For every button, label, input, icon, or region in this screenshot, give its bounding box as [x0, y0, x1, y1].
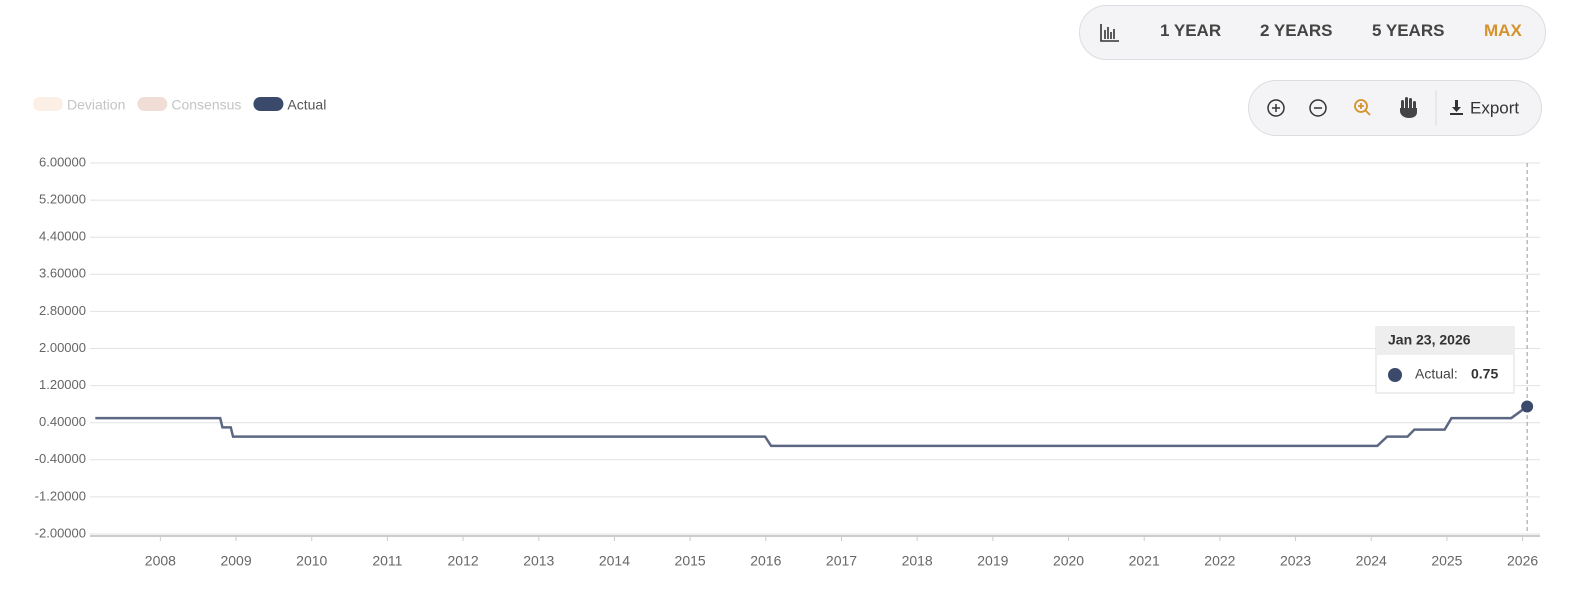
x-tick-label: 2025	[1431, 553, 1462, 569]
tooltip-marker	[1388, 368, 1402, 382]
x-tick-label: 2018	[902, 553, 933, 569]
tooltip-box	[1375, 326, 1515, 394]
x-tick-label: 2009	[220, 553, 251, 569]
y-tick-label: 4.40000	[39, 229, 86, 244]
x-tick-label: 2020	[1053, 553, 1084, 569]
x-tick-label: 2023	[1280, 553, 1311, 569]
zoom-tools	[1248, 80, 1542, 136]
x-tick-label: 2017	[826, 553, 857, 569]
range-button[interactable]: MAX	[1484, 21, 1522, 40]
tooltip: Jan 23, 2026 Actual: 0.75	[1375, 326, 1515, 394]
x-tick-label: 2014	[599, 553, 630, 569]
y-tick-label: 0.40000	[39, 414, 86, 429]
x-tick-label: 2012	[448, 553, 479, 569]
x-tick-label: 2022	[1204, 553, 1235, 569]
y-tick-label: 1.20000	[39, 377, 86, 392]
y-tick-label: 3.60000	[39, 266, 86, 281]
tooltip-date: Jan 23, 2026	[1388, 332, 1471, 348]
y-tick-label: -1.20000	[35, 488, 86, 503]
x-tick-label: 2008	[145, 553, 176, 569]
zoom-in[interactable]	[1267, 99, 1285, 117]
zoom-out[interactable]	[1309, 99, 1327, 117]
range-button[interactable]: 1 YEAR	[1160, 21, 1222, 40]
legend-swatch	[33, 97, 63, 111]
legend-label: Consensus	[171, 97, 241, 113]
x-tick-label: 2016	[750, 553, 781, 569]
x-tick-label: 2021	[1129, 553, 1160, 569]
x-tick-label: 2019	[977, 553, 1008, 569]
x-tick-label: 2015	[675, 553, 706, 569]
y-tick-label: 6.00000	[39, 154, 86, 169]
range-bar	[1079, 5, 1546, 60]
tooltip-header	[1377, 328, 1513, 355]
y-tick-label: -0.40000	[35, 451, 86, 466]
x-tick-label: 2013	[523, 553, 554, 569]
zoom-select[interactable]	[1354, 99, 1371, 116]
chart-type-icon[interactable]	[1098, 21, 1122, 45]
range-button[interactable]: 2 YEARS	[1260, 21, 1333, 40]
y-tick-label: 2.80000	[39, 303, 86, 318]
series-line	[95, 405, 1528, 448]
legend-label: Actual	[287, 97, 326, 113]
tooltip-label: Actual:	[1415, 366, 1458, 382]
x-tick-label: 2024	[1356, 553, 1387, 569]
y-tick-label: 2.00000	[39, 340, 86, 355]
x-tick-label: 2010	[296, 553, 327, 569]
range-button[interactable]: 5 YEARS	[1372, 21, 1445, 40]
x-tick-label: 2026	[1507, 553, 1538, 569]
y-tick-label: -2.00000	[35, 525, 86, 540]
tooltip-value: 0.75	[1471, 366, 1498, 382]
highlight-point	[1521, 400, 1534, 413]
legend-swatch	[253, 97, 284, 111]
pan[interactable]	[1400, 97, 1417, 118]
x-tick-label: 2011	[372, 553, 402, 569]
export-icon[interactable]	[1450, 100, 1463, 115]
zoom-icons: Export	[1267, 90, 1519, 126]
legend-swatch	[137, 97, 168, 111]
export-label[interactable]: Export	[1470, 98, 1519, 117]
legend-label: Deviation	[67, 97, 125, 113]
y-tick-label: 5.20000	[39, 192, 86, 207]
